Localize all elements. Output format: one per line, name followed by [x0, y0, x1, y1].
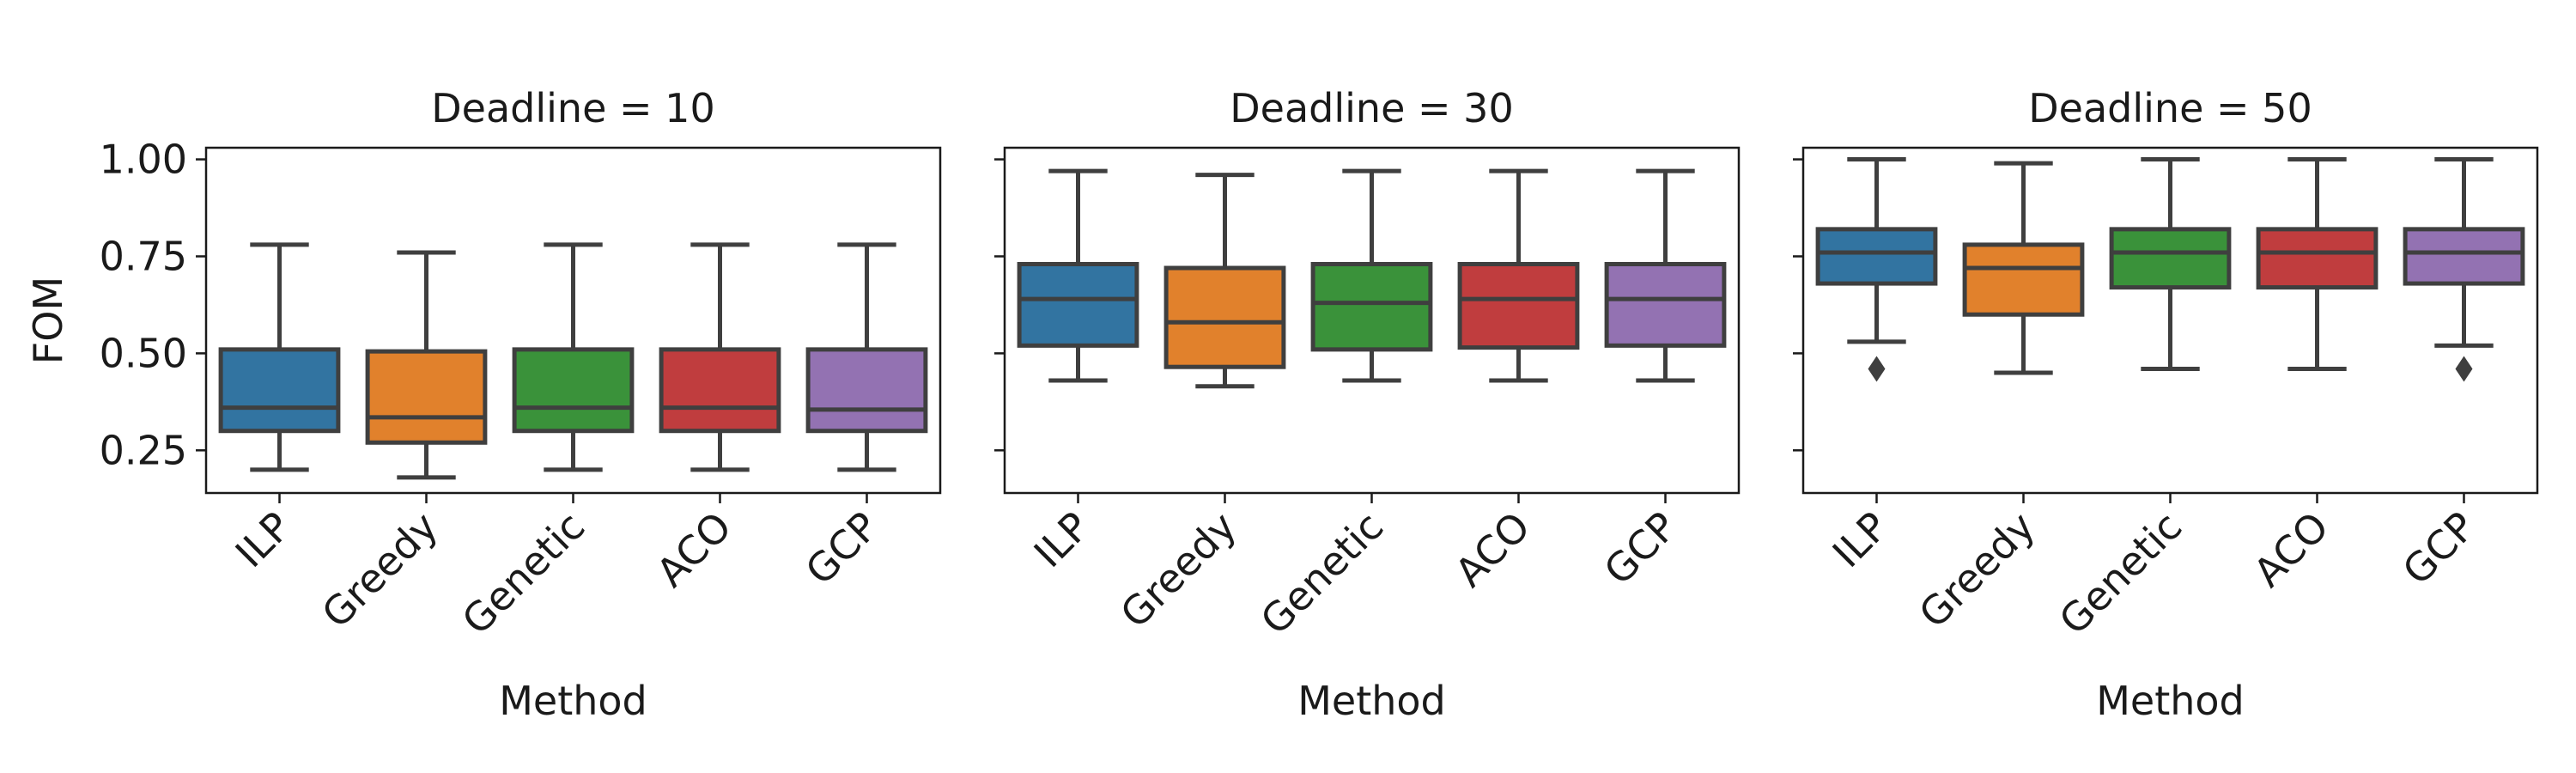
- box-aco: [2256, 157, 2379, 371]
- x-tick-label: Greedy: [1111, 503, 1245, 637]
- outlier-marker: [1868, 356, 1886, 382]
- iqr-box: [805, 347, 928, 434]
- y-axis-label: FOM: [25, 277, 71, 364]
- box-ilp: [1815, 157, 1938, 382]
- x-tick-label: Greedy: [1910, 503, 2044, 637]
- x-tick-label: Genetic: [1252, 503, 1393, 644]
- panel-2: Deadline = 30 ILP Greedy Genetic ACO GCP Metho…: [994, 85, 1741, 724]
- iqr-box: [1604, 262, 1727, 348]
- box-genetic: [2109, 157, 2232, 371]
- box-aco: [659, 242, 781, 472]
- y-tick-label: 0.50: [100, 330, 187, 376]
- box-gcp: [805, 242, 928, 472]
- box-aco: [1457, 168, 1580, 383]
- iqr-box: [2403, 227, 2525, 286]
- y-tick-label: 0.25: [100, 427, 187, 473]
- y-tick-label: 0.75: [100, 233, 187, 279]
- box-gcp: [2403, 157, 2525, 382]
- iqr-box: [2109, 227, 2232, 290]
- iqr-box: [1815, 227, 1938, 286]
- panel-3: Deadline = 50 ILP Greedy Genetic ACO GCP Metho…: [1793, 85, 2539, 724]
- iqr-box: [365, 349, 488, 445]
- iqr-box: [1962, 242, 2085, 317]
- iqr-box: [1457, 262, 1580, 350]
- iqr-box: [659, 347, 781, 434]
- x-tick-label: ACO: [647, 503, 740, 596]
- x-tick-label: GCP: [2394, 503, 2485, 594]
- box-greedy: [365, 250, 488, 480]
- box-genetic: [512, 242, 635, 472]
- box-genetic: [1310, 168, 1433, 383]
- x-tick-label: ILP: [227, 503, 301, 577]
- x-tick-label: ACO: [1446, 503, 1539, 596]
- box-ilp: [218, 242, 341, 472]
- iqr-box: [1017, 262, 1139, 348]
- box-ilp: [1017, 168, 1139, 383]
- iqr-box: [512, 347, 635, 434]
- x-axis-label: Method: [499, 678, 647, 724]
- box-greedy: [1962, 161, 2085, 375]
- x-axis-label: Method: [2096, 678, 2245, 724]
- panel-title: Deadline = 50: [2028, 85, 2312, 131]
- x-tick-label: Genetic: [453, 503, 594, 644]
- box-gcp: [1604, 168, 1727, 383]
- x-tick-label: ILP: [1824, 503, 1898, 577]
- x-axis-label: Method: [1297, 678, 1446, 724]
- panel-title: Deadline = 10: [431, 85, 714, 131]
- x-tick-label: GCP: [1595, 503, 1686, 594]
- outlier-marker: [2455, 356, 2473, 382]
- y-tick-label: 1.00: [100, 137, 187, 183]
- panel-1: Deadline = 10 0.25 0.50 0.75 1.00 ILP Greedy Ge…: [25, 85, 942, 724]
- x-tick-label: Greedy: [313, 503, 447, 637]
- x-tick-label: ACO: [2245, 503, 2337, 596]
- panel-title: Deadline = 30: [1230, 85, 1513, 131]
- iqr-box: [1163, 265, 1286, 369]
- x-tick-label: Genetic: [2050, 503, 2191, 644]
- iqr-box: [2256, 227, 2379, 290]
- iqr-box: [218, 347, 341, 434]
- box-greedy: [1163, 173, 1286, 389]
- iqr-box: [1310, 262, 1433, 352]
- x-tick-label: ILP: [1025, 503, 1099, 577]
- x-tick-label: GCP: [797, 503, 888, 594]
